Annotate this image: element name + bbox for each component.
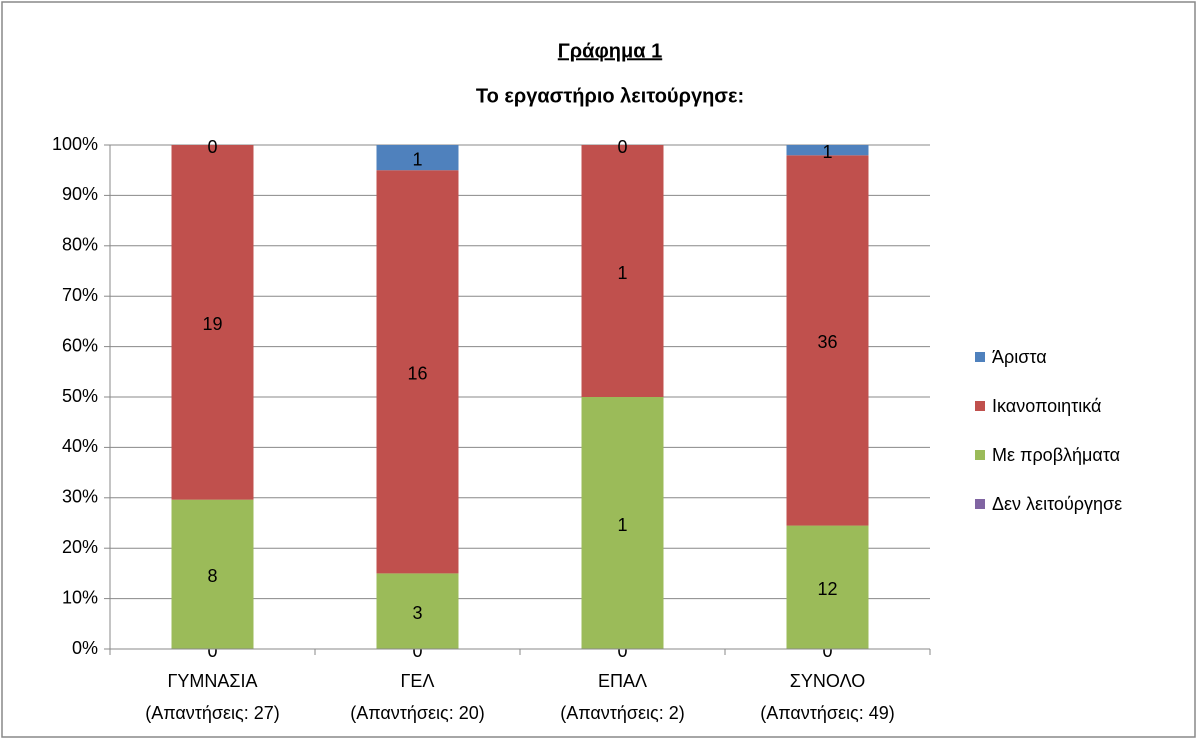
x-tick-label: ΣΥΝΟΛΟ bbox=[790, 671, 865, 691]
y-tick-label: 90% bbox=[62, 184, 98, 204]
y-tick-label: 20% bbox=[62, 537, 98, 557]
legend-swatch bbox=[975, 352, 985, 362]
data-label: 1 bbox=[822, 142, 832, 162]
legend-label: Με προβλήματα bbox=[992, 445, 1120, 465]
x-tick-label: (Απαντήσεις: 20) bbox=[350, 703, 485, 723]
y-tick-label: 60% bbox=[62, 335, 98, 355]
data-label: 0 bbox=[822, 641, 832, 661]
bar-segment bbox=[171, 499, 254, 649]
y-tick-label: 80% bbox=[62, 235, 98, 255]
data-label: 0 bbox=[207, 137, 217, 157]
bar-segment bbox=[376, 145, 459, 171]
chart-title: Γράφημα 1 bbox=[558, 40, 662, 62]
y-tick-label: 0% bbox=[72, 638, 98, 658]
data-label: 1 bbox=[617, 515, 627, 535]
bar-segment bbox=[171, 145, 254, 500]
x-tick-label: ΓΥΜΝΑΣΙΑ bbox=[167, 671, 257, 691]
y-tick-label: 30% bbox=[62, 487, 98, 507]
data-label: 0 bbox=[617, 641, 627, 661]
y-tick-label: 100% bbox=[52, 134, 98, 154]
chart-subtitle: Το εργαστήριο λειτούργησε: bbox=[476, 85, 744, 107]
legend-label: Ικανοποιητικά bbox=[992, 396, 1101, 416]
data-label: 0 bbox=[412, 641, 422, 661]
data-label: 16 bbox=[407, 364, 427, 384]
bar-segment bbox=[786, 155, 869, 526]
x-tick-label: (Απαντήσεις: 2) bbox=[560, 703, 685, 723]
data-label: 1 bbox=[617, 263, 627, 283]
bar-segment bbox=[581, 145, 664, 397]
bar-segment bbox=[786, 525, 869, 649]
x-tick-label: (Απαντήσεις: 27) bbox=[145, 703, 280, 723]
data-label: 8 bbox=[207, 566, 217, 586]
data-label: 12 bbox=[817, 579, 837, 599]
y-tick-label: 50% bbox=[62, 386, 98, 406]
legend-swatch bbox=[975, 401, 985, 411]
x-tick-label: ΕΠΑΛ bbox=[598, 671, 647, 691]
legend-swatch bbox=[975, 499, 985, 509]
data-label: 0 bbox=[617, 137, 627, 157]
y-tick-label: 40% bbox=[62, 436, 98, 456]
y-tick-label: 10% bbox=[62, 587, 98, 607]
bar-segment bbox=[581, 397, 664, 649]
data-label: 3 bbox=[412, 603, 422, 623]
bar-segment bbox=[786, 145, 869, 156]
legend-swatch bbox=[975, 450, 985, 460]
data-label: 36 bbox=[817, 332, 837, 352]
data-label: 19 bbox=[202, 314, 222, 334]
legend-label: Δεν λειτούργησε bbox=[992, 494, 1122, 514]
x-tick-label: (Απαντήσεις: 49) bbox=[760, 703, 895, 723]
data-label: 0 bbox=[207, 641, 217, 661]
y-tick-label: 70% bbox=[62, 285, 98, 305]
bar-segment bbox=[376, 573, 459, 649]
legend-label: Άριστα bbox=[992, 347, 1047, 367]
bar-segment bbox=[376, 170, 459, 574]
data-label: 1 bbox=[412, 149, 422, 169]
x-tick-label: ΓΕΛ bbox=[401, 671, 435, 691]
